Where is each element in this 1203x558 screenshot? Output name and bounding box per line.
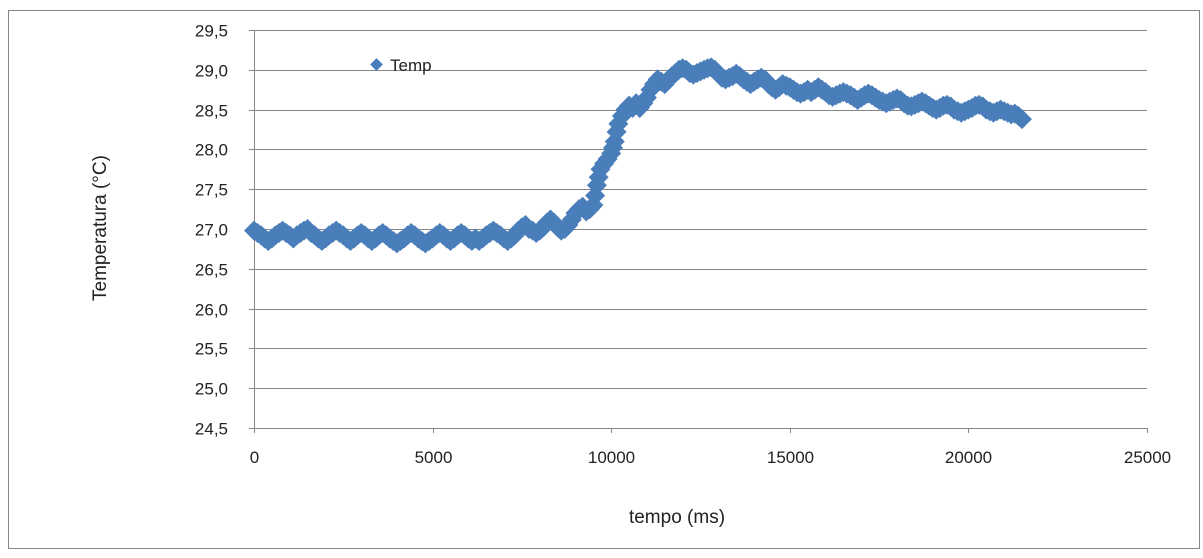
x-axis-label: tempo (ms) [629, 507, 725, 528]
y-tick-label: 26,5 [195, 261, 228, 280]
y-tick-label: 25,5 [195, 340, 228, 359]
y-axis-ticks: 24,5 25,0 25,5 26,0 26,5 27,0 27,5 28,0 28,5 29,0… [195, 22, 254, 439]
legend: Temp [370, 56, 432, 75]
y-tick-label: 26,0 [195, 301, 228, 320]
chart-border [8, 10, 1200, 549]
x-axis-ticks: 0 5000 10000 15000 20000 25000 [250, 428, 1171, 467]
legend-marker [370, 58, 383, 71]
gridlines [254, 30, 1147, 429]
x-tick-label: 15000 [767, 448, 814, 467]
y-tick-label: 27,5 [195, 181, 228, 200]
y-tick-label: 25,0 [195, 380, 228, 399]
y-tick-label: 28,5 [195, 102, 228, 121]
y-tick-label: 27,0 [195, 221, 228, 240]
x-tick-label: 10000 [588, 448, 635, 467]
legend-label: Temp [390, 56, 432, 75]
x-tick-label: 0 [250, 448, 259, 467]
y-tick-label: 28,0 [195, 141, 228, 160]
y-tick-label: 29,0 [195, 62, 228, 81]
x-tick-label: 5000 [415, 448, 453, 467]
x-tick-label: 20000 [945, 448, 992, 467]
y-tick-label: 29,5 [195, 22, 228, 41]
x-tick-label: 25000 [1124, 448, 1171, 467]
y-tick-label: 24,5 [195, 420, 228, 439]
y-axis-label: Temperatura (°C) [90, 155, 111, 301]
data-points [244, 57, 1032, 254]
data-point [1011, 109, 1032, 130]
